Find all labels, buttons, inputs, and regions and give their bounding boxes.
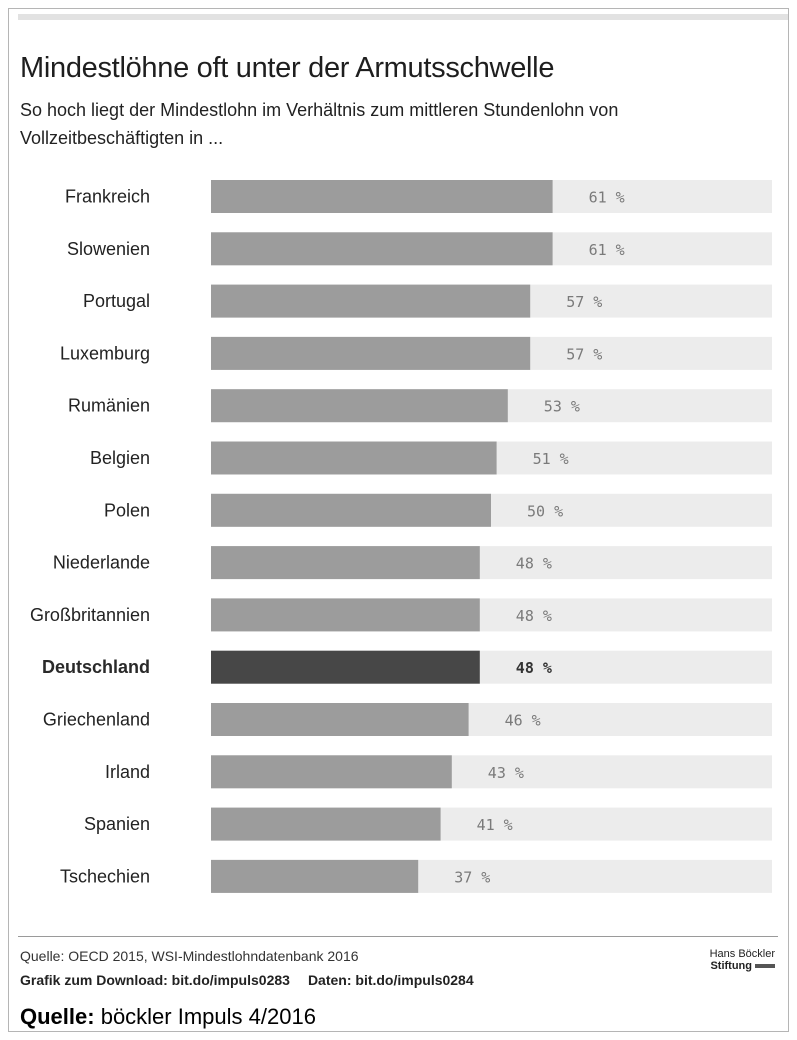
chart-subtitle: So hoch liegt der Mindestlohn im Verhält…	[20, 100, 619, 148]
bar	[211, 859, 419, 893]
value-label: 53 %	[544, 398, 580, 416]
bar	[211, 546, 480, 580]
bar	[211, 703, 469, 736]
impuls-source: Quelle: böckler Impuls 4/2016	[20, 1004, 316, 1030]
bar	[211, 284, 531, 318]
bar	[211, 232, 553, 266]
category-label: Deutschland	[42, 657, 150, 677]
footer-rule	[18, 936, 778, 937]
data-link[interactable]: Daten: bit.do/impuls0284	[307, 972, 474, 988]
download-link[interactable]: Grafik zum Download: bit.do/impuls0283	[20, 972, 290, 988]
value-label: 48 %	[516, 555, 552, 573]
bar	[211, 389, 508, 423]
value-label: 61 %	[589, 241, 625, 259]
category-label: Luxemburg	[60, 343, 150, 363]
download-note: Grafik zum Download: bit.do/impuls0283 Da…	[20, 972, 474, 988]
category-label: Irland	[105, 762, 150, 782]
logo-bar-icon	[755, 964, 775, 969]
value-label: 41 %	[477, 816, 513, 834]
logo-line-2: Stiftung	[710, 960, 752, 972]
value-label: 48 %	[516, 659, 552, 677]
chart-title: Mindestlöhne oft unter der Armutsschwell…	[20, 52, 555, 84]
value-label: 61 %	[589, 189, 625, 207]
category-label: Frankreich	[65, 187, 150, 207]
category-label: Niederlande	[53, 553, 150, 573]
value-label: 57 %	[566, 293, 602, 311]
category-label: Slowenien	[67, 239, 150, 259]
bar	[211, 807, 441, 841]
bar	[211, 755, 452, 789]
impuls-text: böckler Impuls 4/2016	[100, 1004, 316, 1029]
category-label: Griechenland	[43, 710, 150, 730]
value-label: 50 %	[527, 502, 563, 520]
category-label: Tschechien	[60, 866, 150, 886]
value-label: 57 %	[566, 345, 602, 363]
bar	[211, 180, 553, 213]
bar	[211, 598, 480, 632]
category-label: Polen	[104, 500, 150, 520]
category-label: Spanien	[84, 814, 150, 834]
value-label: 37 %	[454, 868, 490, 886]
value-label: 51 %	[533, 450, 569, 468]
source-note: Quelle: OECD 2015, WSI-Mindestlohndatenb…	[20, 948, 359, 964]
bar	[211, 493, 491, 527]
value-label: 46 %	[505, 712, 541, 730]
category-label: Portugal	[83, 291, 150, 311]
bar	[211, 441, 497, 475]
bar-highlight	[211, 650, 480, 684]
bar	[211, 336, 531, 370]
hans-boeckler-logo: Hans Böckler Stiftung	[710, 948, 775, 972]
logo-line-1: Hans Böckler	[709, 948, 775, 960]
category-label: Großbritannien	[30, 605, 150, 625]
category-label: Belgien	[90, 448, 150, 468]
impuls-label: Quelle:	[20, 1004, 95, 1029]
value-label: 43 %	[488, 764, 524, 782]
category-label: Rumänien	[68, 396, 150, 416]
top-rule	[18, 14, 788, 20]
value-label: 48 %	[516, 607, 552, 625]
